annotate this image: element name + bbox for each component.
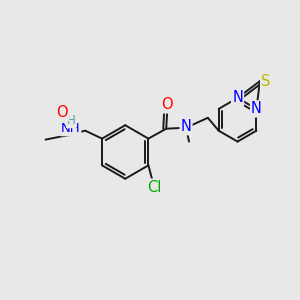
Text: Cl: Cl: [147, 180, 161, 195]
Text: N: N: [232, 91, 243, 106]
Text: N: N: [181, 119, 191, 134]
Text: S: S: [261, 74, 271, 88]
Text: O: O: [161, 98, 173, 112]
Text: O: O: [57, 105, 68, 120]
Text: N: N: [251, 101, 262, 116]
Text: NH: NH: [61, 122, 80, 135]
Text: H: H: [67, 114, 76, 127]
